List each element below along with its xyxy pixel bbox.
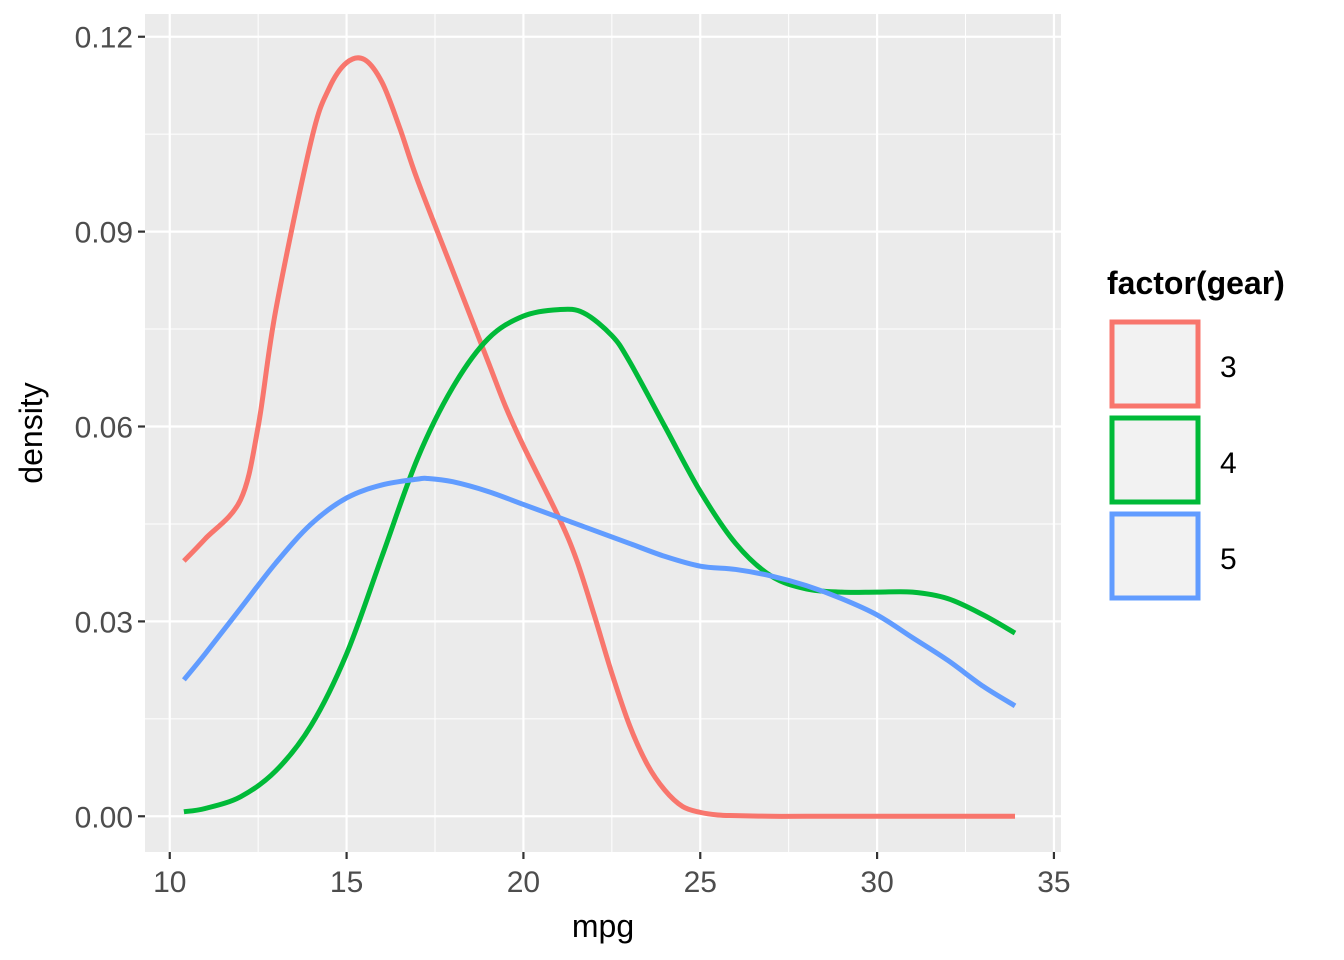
grid-minor	[145, 14, 1061, 852]
legend-label-gear-4: 4	[1220, 447, 1237, 480]
x-tick-label: 30	[860, 866, 893, 899]
y-tick-label: 0.09	[75, 217, 133, 250]
x-tick-label: 15	[330, 866, 363, 899]
legend-label-gear-5: 5	[1220, 543, 1237, 576]
density-line-gear-5	[181, 475, 1017, 708]
x-tick-label: 35	[1037, 866, 1070, 899]
legend: factor(gear) 3 4 5	[1107, 265, 1285, 601]
legend-key-gear-4	[1109, 415, 1201, 505]
axis-ticks	[138, 35, 1056, 859]
y-tick-label: 0.03	[75, 606, 133, 639]
legend-items: 3 4 5	[1109, 319, 1237, 601]
y-tick-label: 0.06	[75, 412, 133, 445]
x-tick-label: 25	[684, 866, 717, 899]
series-layer	[181, 55, 1017, 819]
grid-major	[145, 14, 1061, 852]
legend-title: factor(gear)	[1107, 265, 1285, 301]
x-tick-label: 10	[153, 866, 186, 899]
y-tick-label: 0.00	[75, 801, 133, 834]
x-axis-title: mpg	[572, 908, 634, 944]
density-line-gear-3	[182, 55, 1016, 819]
legend-key-gear-5	[1109, 511, 1201, 601]
density-line-gear-4	[183, 306, 1017, 815]
plot-panel	[145, 14, 1061, 852]
y-tick-label: 0.12	[75, 22, 133, 55]
y-axis-title: density	[13, 382, 49, 483]
x-tick-label: 20	[507, 866, 540, 899]
legend-label-gear-3: 3	[1220, 351, 1237, 384]
tick-labels: 10 15 20 25 30 35 0.00 0.03 0.06 0.09 0.12	[75, 22, 1071, 899]
legend-key-gear-3	[1109, 319, 1201, 409]
